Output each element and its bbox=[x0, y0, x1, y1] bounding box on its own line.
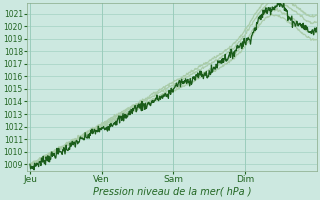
X-axis label: Pression niveau de la mer( hPa ): Pression niveau de la mer( hPa ) bbox=[92, 187, 251, 197]
